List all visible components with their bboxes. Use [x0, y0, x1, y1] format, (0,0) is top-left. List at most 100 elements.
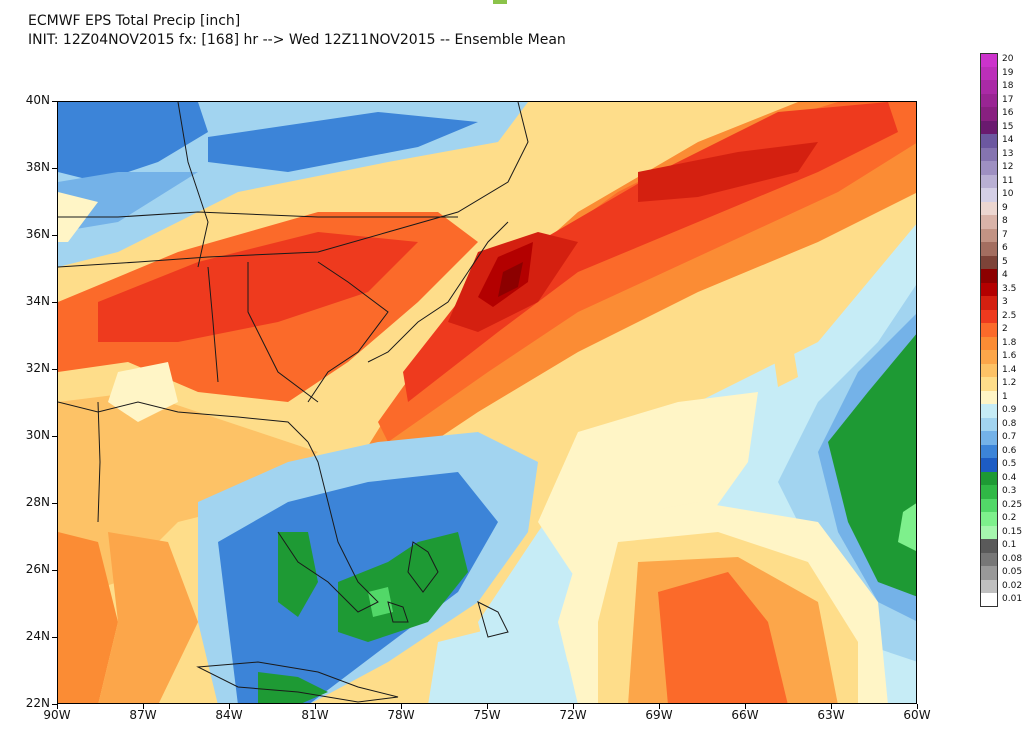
- legend-swatch: [980, 120, 998, 134]
- field-gulf-light: [108, 362, 178, 422]
- legend-entry: 1: [980, 390, 1029, 404]
- legend-entry: 12: [980, 161, 1029, 175]
- legend-entry: 13: [980, 147, 1029, 161]
- lon-tick: [659, 704, 660, 709]
- legend-label: 6: [1002, 243, 1008, 253]
- precip-map-svg: [58, 102, 916, 703]
- legend-swatch: [980, 66, 998, 80]
- lon-tick: [917, 704, 918, 709]
- chart-title: ECMWF EPS Total Precip [inch] INIT: 12Z0…: [28, 12, 566, 50]
- legend-label: 0.25: [1002, 499, 1023, 510]
- lon-label: 75W: [473, 708, 501, 722]
- legend-entry: 1.4: [980, 363, 1029, 377]
- legend-swatch: [980, 80, 998, 94]
- lat-label: 24N: [25, 629, 50, 643]
- legend-swatch: [980, 417, 998, 431]
- legend-label: 1.2: [1002, 378, 1017, 388]
- legend-swatch: [980, 566, 998, 580]
- legend-entry: 17: [980, 93, 1029, 107]
- lon-tick: [315, 704, 316, 709]
- legend-swatch: [980, 350, 998, 364]
- legend-swatch: [980, 188, 998, 202]
- legend-swatch: [980, 579, 998, 593]
- field-caribbean-light: [428, 622, 578, 703]
- legend-label: 0.5: [1002, 459, 1017, 469]
- field-east-yellow-spot: [773, 347, 798, 387]
- legend-entry: 6: [980, 242, 1029, 256]
- legend-label: 0.4: [1002, 472, 1017, 483]
- legend-entry: 10: [980, 188, 1029, 202]
- legend-label: 0.6: [1002, 445, 1017, 456]
- legend-swatch: [980, 471, 998, 485]
- field-bahamas-green-light: [368, 587, 393, 617]
- lon-tick: [831, 704, 832, 709]
- field-cuba-green: [258, 672, 328, 703]
- legend-label: 0.9: [1002, 405, 1017, 415]
- legend-label: 2: [1002, 324, 1008, 334]
- coastlines: [58, 102, 529, 613]
- field-se-red: [658, 572, 788, 703]
- legend-swatch: [980, 431, 998, 445]
- lon-label: 66W: [731, 708, 759, 722]
- legend-swatch: [980, 458, 998, 472]
- legend-swatch: [980, 269, 998, 283]
- legend-swatch: [980, 107, 998, 121]
- legend-label: 20: [1002, 54, 1014, 64]
- legend-label: 18: [1002, 81, 1014, 91]
- legend-swatch: [980, 390, 998, 404]
- legend-entry: 0.08: [980, 552, 1029, 566]
- lon-label: 81W: [301, 708, 329, 722]
- legend-swatch: [980, 404, 998, 418]
- legend-swatch: [980, 296, 998, 310]
- legend-entry: 4: [980, 269, 1029, 283]
- legend-entry: 20: [980, 53, 1029, 67]
- legend-swatch: [980, 215, 998, 229]
- lon-label: 84W: [215, 708, 243, 722]
- lat-label: 30N: [25, 428, 50, 442]
- legend-label: 0.1: [1002, 540, 1017, 550]
- lon-tick: [143, 704, 144, 709]
- legend-label: 0.7: [1002, 432, 1017, 442]
- legend-label: 3: [1002, 297, 1008, 307]
- lat-label: 28N: [25, 495, 50, 509]
- legend-swatch: [980, 174, 998, 188]
- legend-swatch: [980, 228, 998, 242]
- field-nw-blue-core-2: [208, 112, 478, 172]
- legend-label: 0.08: [1002, 553, 1023, 564]
- legend-label: 11: [1002, 175, 1014, 186]
- legend-entry: 11: [980, 174, 1029, 188]
- lat-tick: [52, 436, 57, 437]
- legend-label: 8: [1002, 216, 1008, 226]
- lat-label: 22N: [25, 696, 50, 710]
- legend-label: 0.3: [1002, 486, 1017, 496]
- legend-swatch: [980, 201, 998, 215]
- legend-label: 1.6: [1002, 351, 1017, 361]
- lat-tick: [52, 637, 57, 638]
- legend-label: 2.5: [1002, 310, 1017, 321]
- lat-tick: [52, 570, 57, 571]
- lon-tick: [487, 704, 488, 709]
- legend-swatch: [980, 242, 998, 256]
- legend-entry: 0.01: [980, 593, 1029, 607]
- legend-swatch: [980, 377, 998, 391]
- legend-label: 13: [1002, 148, 1014, 159]
- field-land-red-core: [98, 232, 418, 342]
- legend-entry: 0.8: [980, 417, 1029, 431]
- legend-entry: 0.1: [980, 539, 1029, 553]
- legend-swatch: [980, 552, 998, 566]
- legend-label: 0.05: [1002, 567, 1023, 577]
- legend-entry: 3.5: [980, 282, 1029, 296]
- legend-swatch: [980, 336, 998, 350]
- lat-tick: [52, 369, 57, 370]
- top-marker: [493, 0, 507, 4]
- legend-entry: 9: [980, 201, 1029, 215]
- island-outlines: [196, 541, 509, 703]
- legend-label: 0.02: [1002, 580, 1023, 591]
- legend-label: 10: [1002, 189, 1014, 199]
- legend-swatch: [980, 323, 998, 337]
- lat-label: 36N: [25, 227, 50, 241]
- legend-label: 17: [1002, 94, 1014, 105]
- legend-label: 4: [1002, 270, 1008, 280]
- legend-entry: 15: [980, 120, 1029, 134]
- precip-color-legend: 20 19 18 17 16 15 14 13 12 11 10 9 8 7 6 5 4 3.5 3 2.5 2 1.8 1…: [980, 53, 1029, 607]
